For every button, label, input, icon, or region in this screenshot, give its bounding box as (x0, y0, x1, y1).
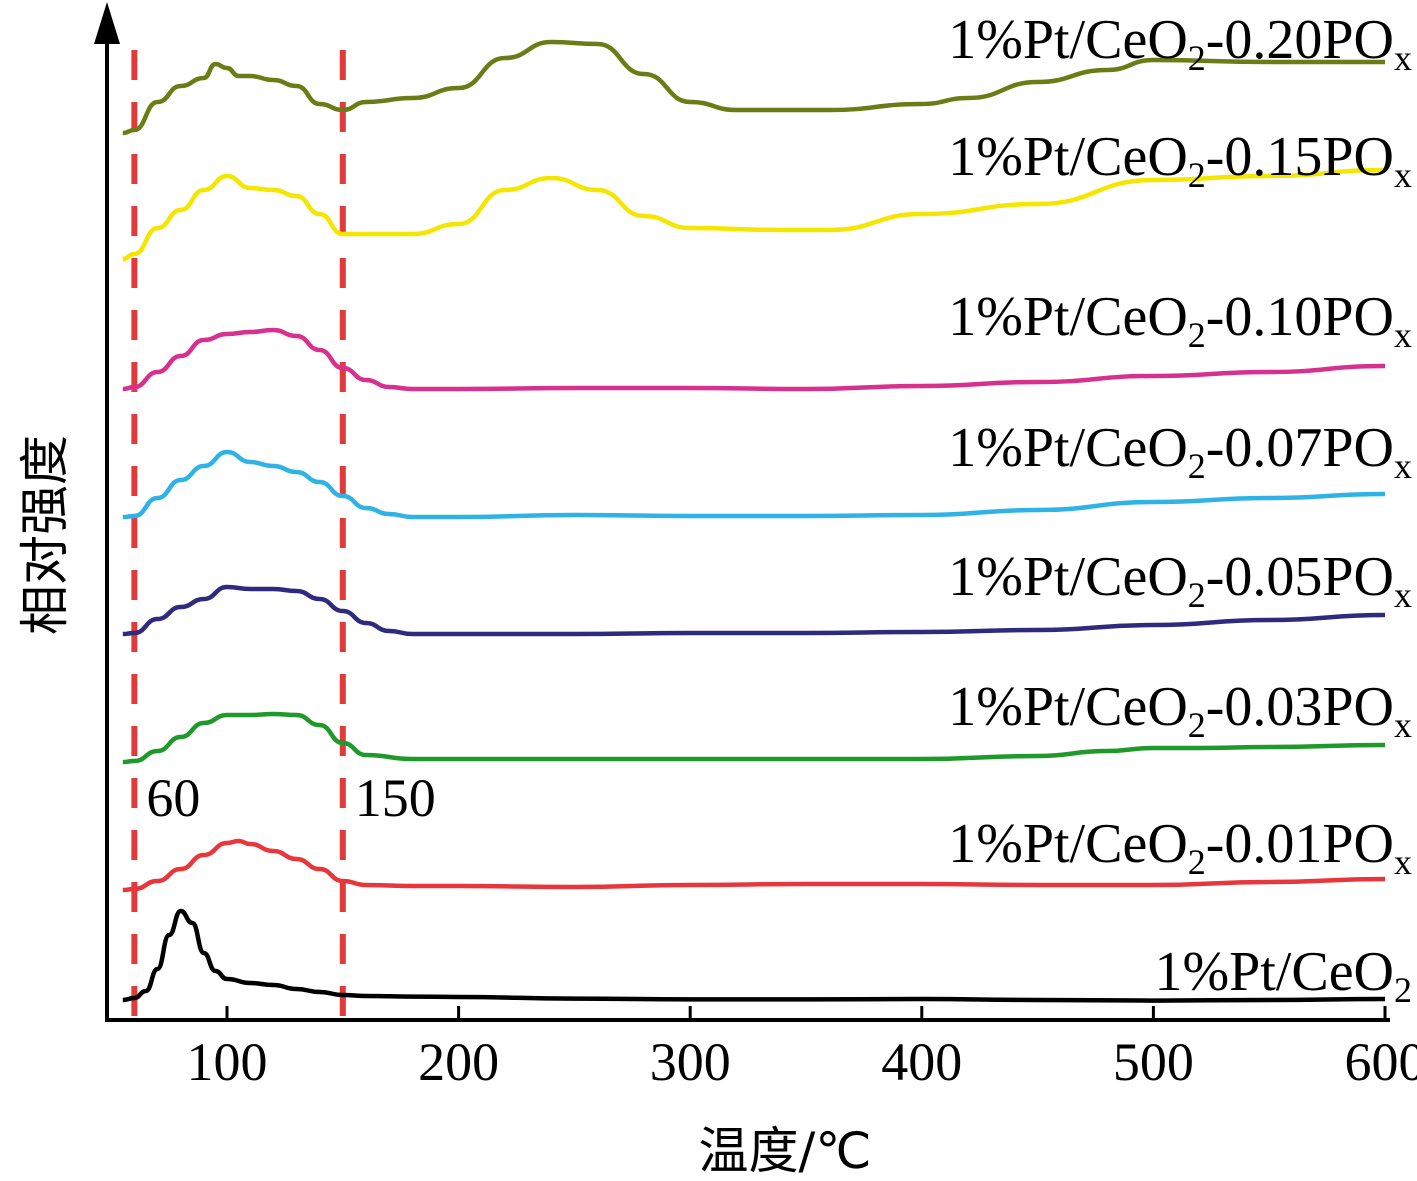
series-layer (122, 39, 1386, 1003)
x-tick-label: 100 (187, 1032, 268, 1092)
x-tick-label: 600 (1345, 1032, 1417, 1092)
series-label-part: 2 (1394, 970, 1412, 1010)
reference-lines: 60 150 (131, 50, 436, 1016)
y-axis-arrow (94, 2, 120, 44)
series-line-2 (122, 711, 1386, 765)
series-label-6: 1%Pt/CeO2-0.15POx (948, 126, 1412, 195)
series-line-7 (122, 39, 1385, 136)
series-line-0 (122, 908, 1386, 1003)
series-line-6 (122, 167, 1386, 262)
series-label-part: 2 (1188, 446, 1206, 486)
y-axis-title: 相对强度 (16, 435, 74, 635)
series-label-part: 1%Pt/CeO (948, 546, 1188, 608)
axes (94, 2, 1390, 1022)
series-label-5: 1%Pt/CeO2-0.10POx (948, 286, 1412, 355)
series-label-part: -0.07PO (1206, 417, 1394, 479)
series-label-part: 1%Pt/CeO (948, 126, 1188, 188)
x-tick-label: 300 (650, 1032, 731, 1092)
x-axis-title: 温度/℃ (699, 1122, 872, 1180)
series-line-1 (122, 838, 1386, 893)
series-label-part: 2 (1188, 315, 1206, 355)
series-label-part: 2 (1188, 705, 1206, 745)
series-label-part: 2 (1188, 842, 1206, 882)
x-tick-label: 400 (881, 1032, 962, 1092)
series-line-3 (122, 584, 1386, 637)
series-label-part: x (1394, 38, 1412, 78)
series-label-part: 2 (1188, 155, 1206, 195)
series-label-part: x (1394, 705, 1412, 745)
reference-label-150: 150 (355, 768, 436, 828)
series-label-4: 1%Pt/CeO2-0.07POx (948, 417, 1412, 486)
series-label-part: 1%Pt/CeO (948, 417, 1188, 479)
series-line-5 (122, 327, 1386, 392)
x-tick-label: 500 (1113, 1032, 1194, 1092)
x-tick-label: 200 (418, 1032, 499, 1092)
series-label-part: -0.10PO (1206, 286, 1394, 348)
series-label-part: 1%Pt/CeO (948, 9, 1188, 71)
series-label-part: -0.20PO (1206, 9, 1394, 71)
series-label-3: 1%Pt/CeO2-0.05POx (948, 546, 1412, 615)
series-label-part: -0.05PO (1206, 546, 1394, 608)
series-label-part: x (1394, 842, 1412, 882)
series-label-part: x (1394, 446, 1412, 486)
series-label-part: -0.03PO (1206, 676, 1394, 738)
series-label-part: -0.01PO (1206, 813, 1394, 875)
series-label-part: x (1394, 575, 1412, 615)
series-label-part: x (1394, 155, 1412, 195)
series-label-part: -0.15PO (1206, 126, 1394, 188)
x-ticks: 100 200 300 400 500 600 (187, 1006, 1417, 1092)
series-label-0: 1%Pt/CeO2 (1154, 941, 1412, 1010)
series-labels: 1%Pt/CeO21%Pt/CeO2-0.01POx1%Pt/CeO2-0.03… (948, 9, 1412, 1010)
series-label-7: 1%Pt/CeO2-0.20POx (948, 9, 1412, 78)
series-label-part: 1%Pt/CeO (1154, 941, 1394, 1003)
series-label-part: 1%Pt/CeO (948, 286, 1188, 348)
series-label-part: 2 (1188, 575, 1206, 615)
series-line-4 (122, 449, 1386, 520)
series-label-part: x (1394, 315, 1412, 355)
series-label-1: 1%Pt/CeO2-0.01POx (948, 813, 1412, 882)
series-label-part: 1%Pt/CeO (948, 676, 1188, 738)
series-label-2: 1%Pt/CeO2-0.03POx (948, 676, 1412, 745)
series-label-part: 1%Pt/CeO (948, 813, 1188, 875)
reference-label-60: 60 (146, 768, 200, 828)
series-label-part: 2 (1188, 38, 1206, 78)
